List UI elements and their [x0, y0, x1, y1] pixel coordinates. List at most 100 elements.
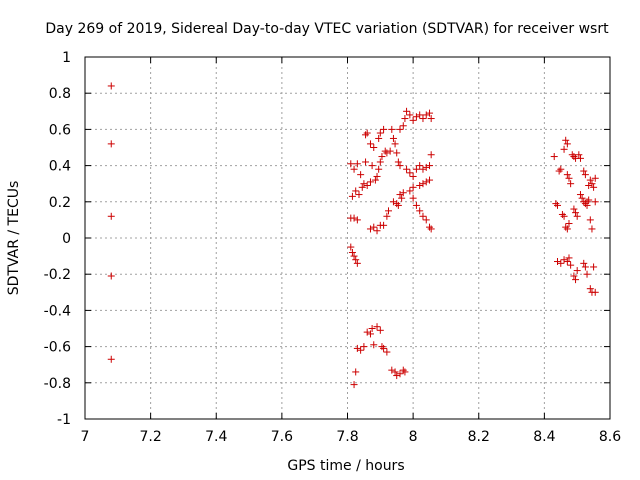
data-point — [583, 270, 591, 278]
data-point — [578, 194, 586, 202]
data-point — [563, 225, 571, 233]
data-point — [368, 325, 376, 332]
data-point — [412, 113, 420, 121]
data-point — [376, 326, 384, 334]
data-point — [406, 169, 414, 177]
data-point — [366, 330, 374, 338]
data-point — [376, 129, 384, 137]
data-point — [388, 366, 396, 374]
data-point — [370, 223, 378, 231]
data-point — [563, 140, 571, 148]
x-tick-label: 7.6 — [271, 429, 293, 445]
data-point — [396, 125, 404, 133]
data-point — [588, 225, 596, 233]
y-tick-label: 0.6 — [49, 122, 71, 138]
x-axis-label: GPS time / hours — [287, 458, 404, 474]
data-point — [386, 147, 394, 155]
data-point — [552, 200, 560, 208]
data-point — [366, 178, 374, 186]
data-point — [554, 258, 561, 266]
x-tick-label: 8.4 — [533, 429, 555, 445]
data-point — [557, 165, 565, 173]
data-point — [366, 140, 374, 148]
data-point — [570, 205, 578, 213]
data-point — [107, 355, 115, 363]
y-tick-label: 1 — [62, 50, 71, 66]
data-point — [581, 171, 589, 179]
data-point — [378, 153, 386, 161]
data-point — [393, 372, 401, 380]
data-point — [580, 259, 588, 267]
y-tick-label: -0.8 — [44, 376, 71, 392]
data-point — [383, 212, 391, 220]
data-point — [572, 276, 580, 284]
data-point — [580, 167, 588, 175]
data-point — [570, 153, 578, 161]
data-point — [427, 115, 435, 123]
data-point — [554, 201, 561, 209]
data-point — [363, 328, 371, 336]
data-point — [581, 200, 589, 208]
data-point — [567, 261, 575, 269]
data-point — [581, 263, 589, 271]
y-tick-label: -0.2 — [44, 267, 71, 283]
data-point — [562, 223, 570, 231]
data-point — [422, 163, 430, 171]
data-point — [588, 180, 596, 188]
data-point — [376, 158, 384, 166]
data-point — [409, 172, 417, 180]
data-point — [396, 191, 404, 199]
data-point — [576, 154, 584, 162]
data-point — [565, 174, 573, 182]
data-point — [419, 180, 427, 188]
y-axis-label: SDTVAR / TECUs — [6, 181, 22, 296]
data-point — [409, 194, 417, 202]
data-point — [396, 370, 404, 378]
data-point — [391, 368, 399, 376]
x-tick-label: 7.4 — [205, 429, 227, 445]
data-point — [401, 115, 409, 123]
data-point — [360, 343, 368, 351]
data-point — [591, 198, 599, 206]
data-point — [567, 180, 575, 188]
y-tick-labels: -1 -0.8 -0.6 -0.4 -0.2 0 0.2 0.4 0.6 0.8 1 — [44, 50, 71, 428]
data-point — [353, 259, 361, 267]
data-point — [362, 131, 370, 139]
data-point — [363, 129, 371, 137]
x-tick-label: 8.2 — [468, 429, 490, 445]
data-point — [565, 254, 573, 262]
data-point — [570, 272, 578, 280]
x-tick-label: 7 — [81, 429, 90, 445]
data-point — [403, 107, 411, 115]
y-tick-label: -1 — [57, 412, 71, 428]
data-point — [419, 115, 427, 123]
data-point — [419, 165, 427, 173]
data-point — [399, 366, 407, 374]
data-point — [591, 174, 599, 182]
data-point — [585, 196, 593, 204]
data-point — [389, 134, 397, 142]
data-point — [416, 111, 424, 119]
data-point — [406, 111, 414, 119]
data-point — [426, 176, 434, 184]
data-point — [575, 151, 583, 159]
data-point — [347, 243, 355, 251]
x-tick-labels: 7 7.2 7.4 7.6 7.8 8 8.2 8.4 8.6 — [81, 429, 622, 445]
data-point — [426, 223, 434, 231]
data-point — [583, 198, 591, 206]
data-point — [416, 162, 424, 170]
data-point — [568, 151, 576, 159]
data-point — [416, 182, 424, 190]
data-point — [422, 111, 430, 119]
data-point — [107, 212, 115, 220]
data-point — [350, 381, 358, 389]
data-point — [412, 201, 420, 209]
data-point — [403, 165, 411, 173]
data-point — [389, 198, 397, 206]
data-point — [378, 343, 386, 351]
data-point — [107, 82, 115, 90]
data-point — [427, 151, 435, 159]
data-point — [353, 160, 361, 168]
data-point — [419, 212, 427, 220]
